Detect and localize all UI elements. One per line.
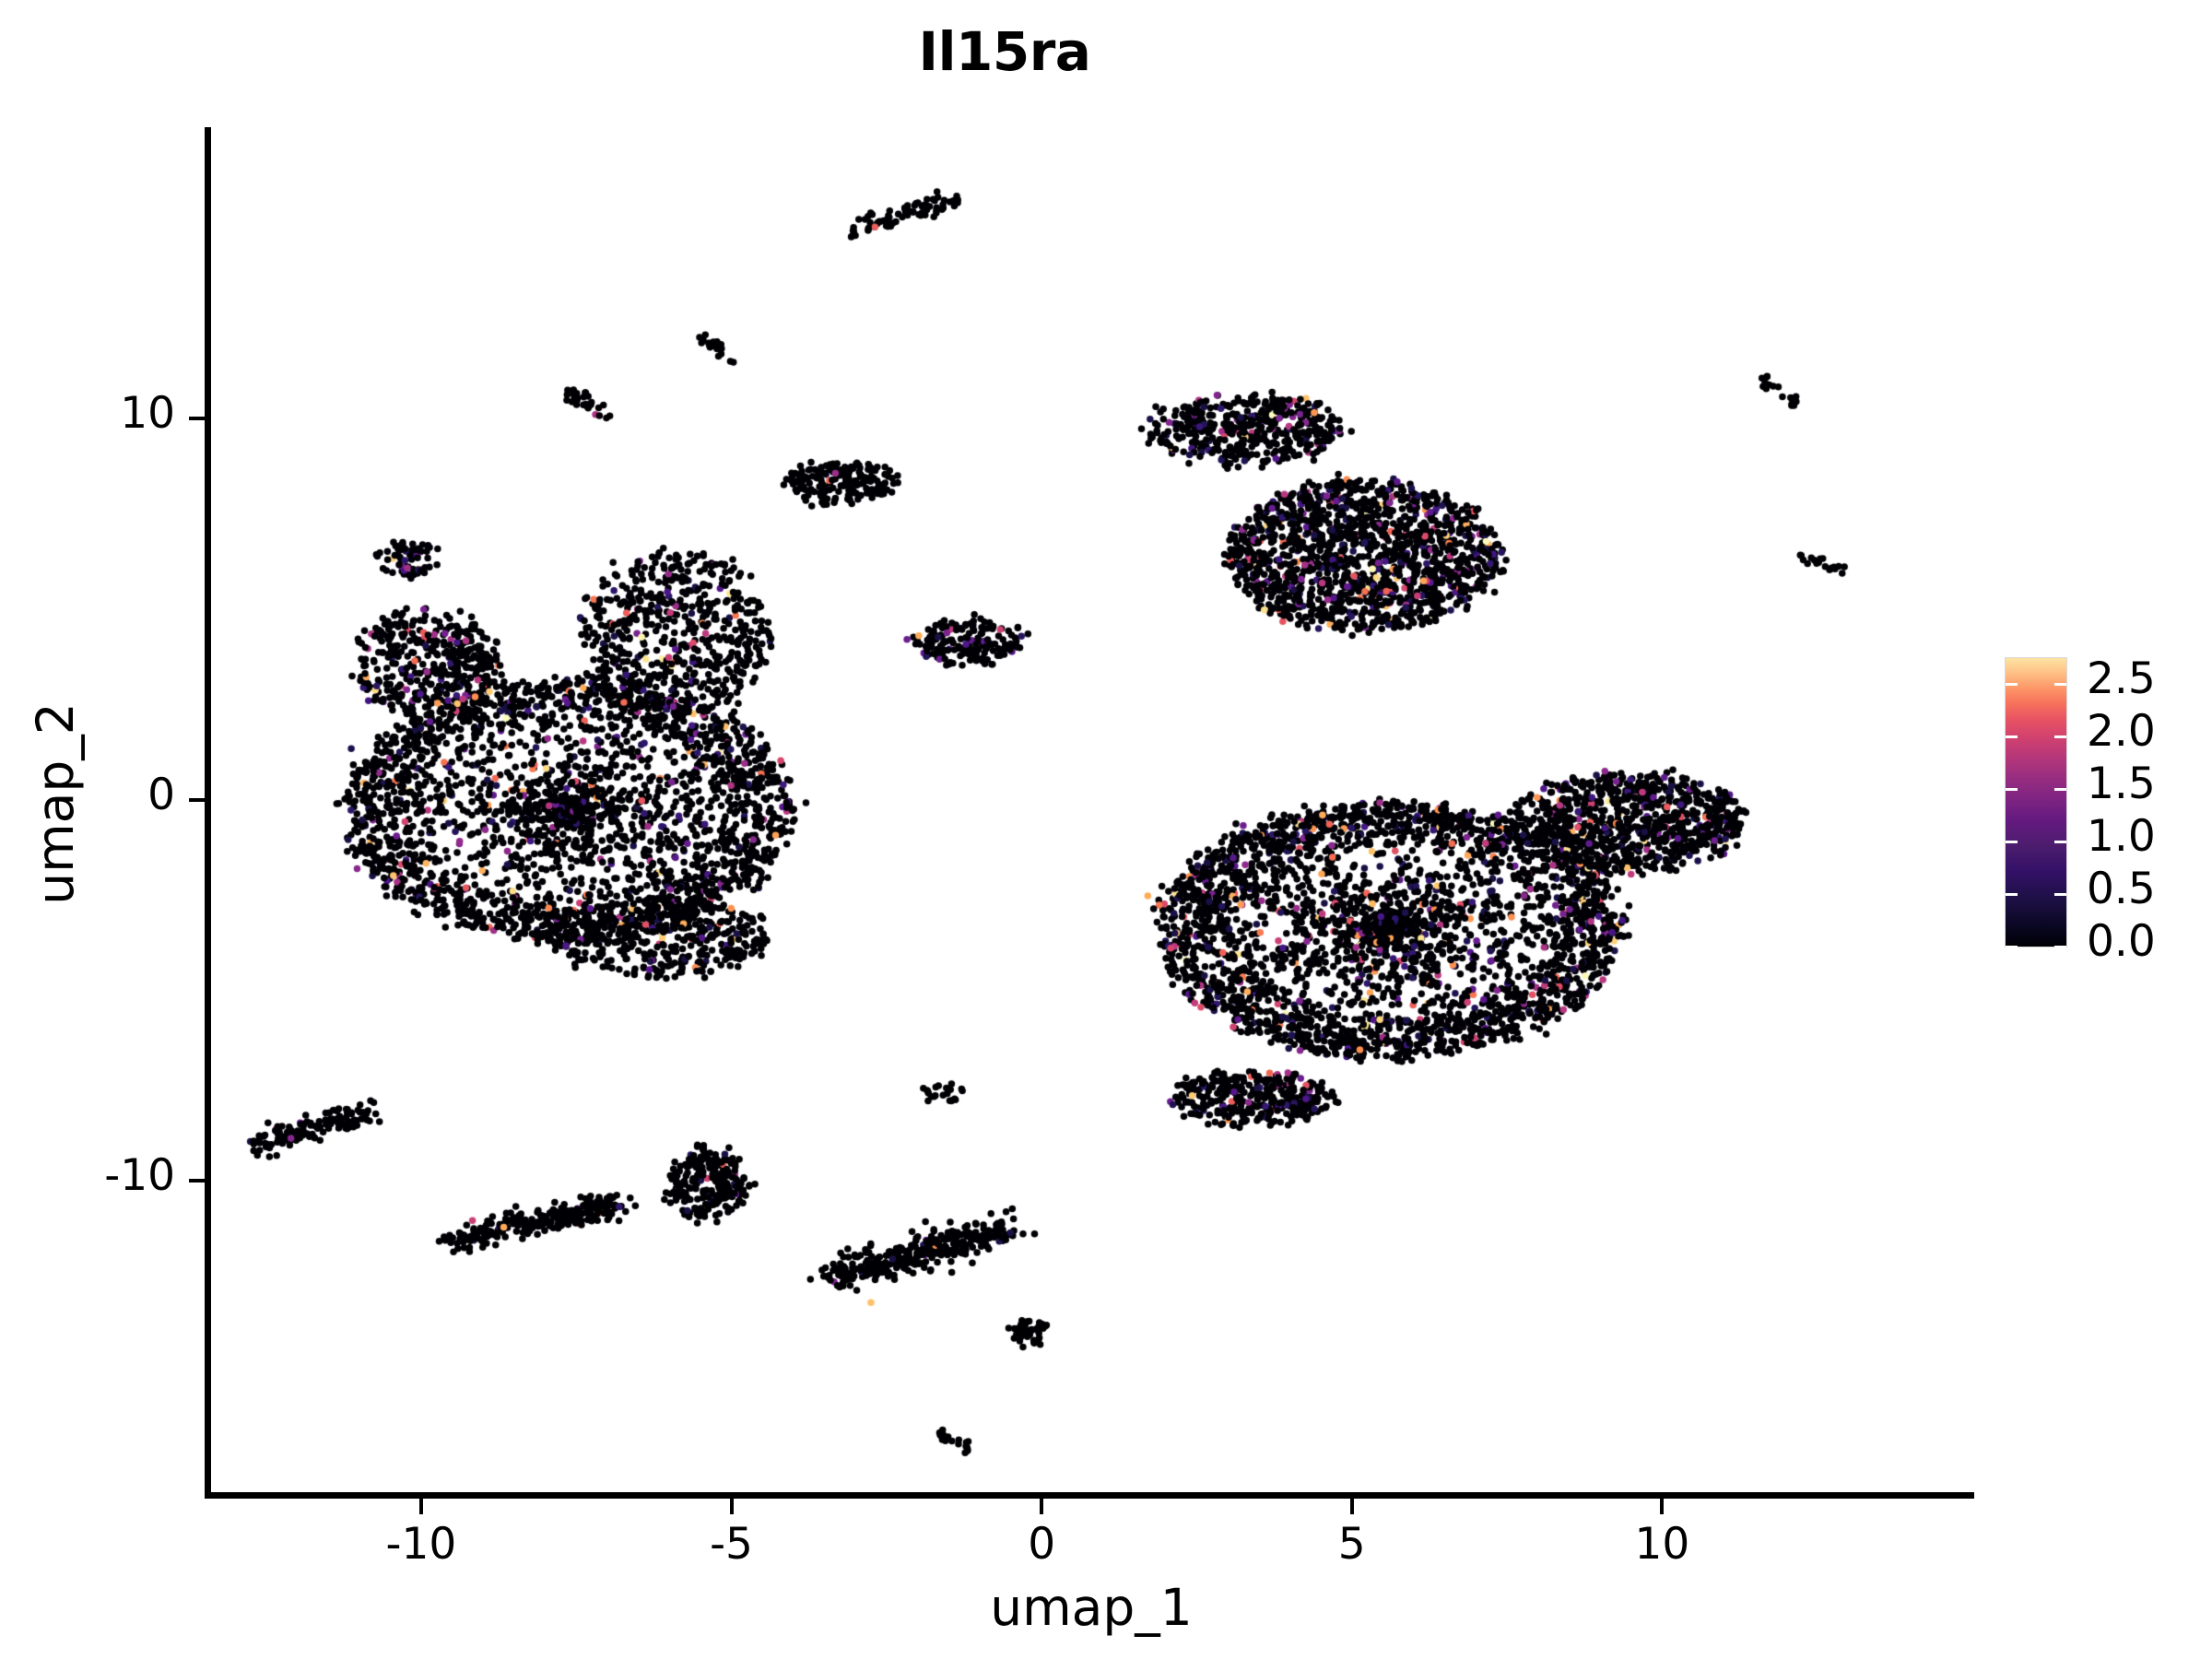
scatter-plot-area xyxy=(210,129,1972,1493)
colorbar-tick-mark xyxy=(2054,841,2066,844)
colorbar-tick-mark xyxy=(2006,735,2018,739)
colorbar-tick-mark xyxy=(2006,893,2018,897)
y-tick-mark xyxy=(189,1179,205,1182)
colorbar-tick-mark xyxy=(2054,788,2066,792)
x-tick-mark xyxy=(1660,1499,1665,1514)
x-axis-spine xyxy=(205,1492,1974,1499)
colorbar-tick-mark xyxy=(2054,893,2066,897)
colorbar-tick-label: 2.0 xyxy=(2087,706,2156,758)
colorbar-tick-mark xyxy=(2006,788,2018,792)
colorbar-tick-mark xyxy=(2054,683,2066,687)
colorbar-tick-mark xyxy=(2054,735,2066,739)
x-tick-label: -5 xyxy=(710,1519,753,1570)
x-tick-mark xyxy=(1349,1499,1354,1514)
colorbar-tick-mark xyxy=(2006,946,2018,948)
y-axis-spine xyxy=(205,127,211,1499)
colorbar xyxy=(2005,657,2067,948)
colorbar-tick-label: 1.5 xyxy=(2087,759,2156,810)
x-tick-label: -10 xyxy=(385,1519,457,1570)
y-tick-label: 10 xyxy=(120,388,175,440)
y-tick-mark xyxy=(189,797,205,802)
colorbar-tick-label: 0.5 xyxy=(2087,864,2156,915)
x-axis-label: umap_1 xyxy=(990,1578,1193,1637)
colorbar-tick-mark xyxy=(2006,841,2018,844)
colorbar-tick-mark xyxy=(2006,683,2018,687)
chart-title: Il15ra xyxy=(918,20,1091,83)
colorbar-tick-label: 0.0 xyxy=(2087,916,2156,967)
y-tick-label: -10 xyxy=(104,1150,175,1201)
colorbar-tick-label: 1.0 xyxy=(2087,811,2156,863)
x-tick-label: 10 xyxy=(1634,1519,1690,1570)
colorbar-gradient xyxy=(2005,657,2067,947)
x-tick-label: 0 xyxy=(1028,1519,1056,1570)
colorbar-tick-mark xyxy=(2054,946,2066,948)
colorbar-tick-label: 2.5 xyxy=(2087,653,2156,705)
x-tick-mark xyxy=(418,1499,423,1514)
y-tick-label: 0 xyxy=(147,769,175,820)
x-tick-label: 5 xyxy=(1337,1519,1366,1570)
x-tick-mark xyxy=(729,1499,734,1514)
y-tick-mark xyxy=(189,417,205,421)
scatter-canvas xyxy=(210,129,1972,1493)
y-axis-label: umap_2 xyxy=(26,702,85,905)
x-tick-mark xyxy=(1040,1499,1044,1514)
